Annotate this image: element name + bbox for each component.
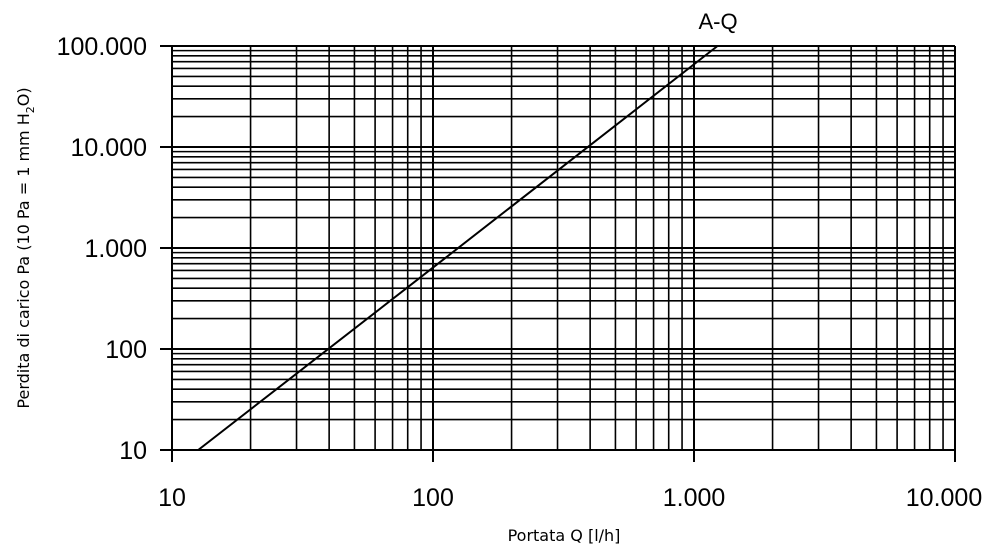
x-tick-label: 10 bbox=[158, 484, 186, 512]
y-axis-title-suffix: O) bbox=[14, 87, 33, 106]
x-tick-label: 100 bbox=[412, 484, 454, 512]
y-tick-label: 1.000 bbox=[84, 235, 147, 263]
x-tick-label: 1.000 bbox=[663, 484, 726, 512]
y-axis-title: Perdita di carico Pa (10 Pa = 1 mm H2O) bbox=[14, 87, 37, 408]
grid bbox=[160, 45, 956, 462]
series-layer bbox=[197, 45, 719, 451]
y-tick-label: 10.000 bbox=[71, 134, 147, 162]
y-tick-label: 10 bbox=[119, 437, 147, 465]
y-tick-label: 100 bbox=[105, 336, 147, 364]
y-axis-title-prefix: Perdita di carico Pa (10 Pa = 1 mm H bbox=[14, 113, 33, 408]
x-axis-title: Portata Q [l/h] bbox=[508, 526, 621, 545]
y-tick-label: 100.000 bbox=[57, 33, 147, 61]
series-label-a-q: A-Q bbox=[698, 9, 737, 34]
y-axis-title-subscript: 2 bbox=[24, 106, 37, 113]
series-line-a-q bbox=[197, 45, 719, 451]
x-tick-label: 10.000 bbox=[906, 484, 982, 512]
tick-labels: 10 100 1.000 10.000 100.000 10 100 1.000 10.000 bbox=[57, 33, 983, 512]
